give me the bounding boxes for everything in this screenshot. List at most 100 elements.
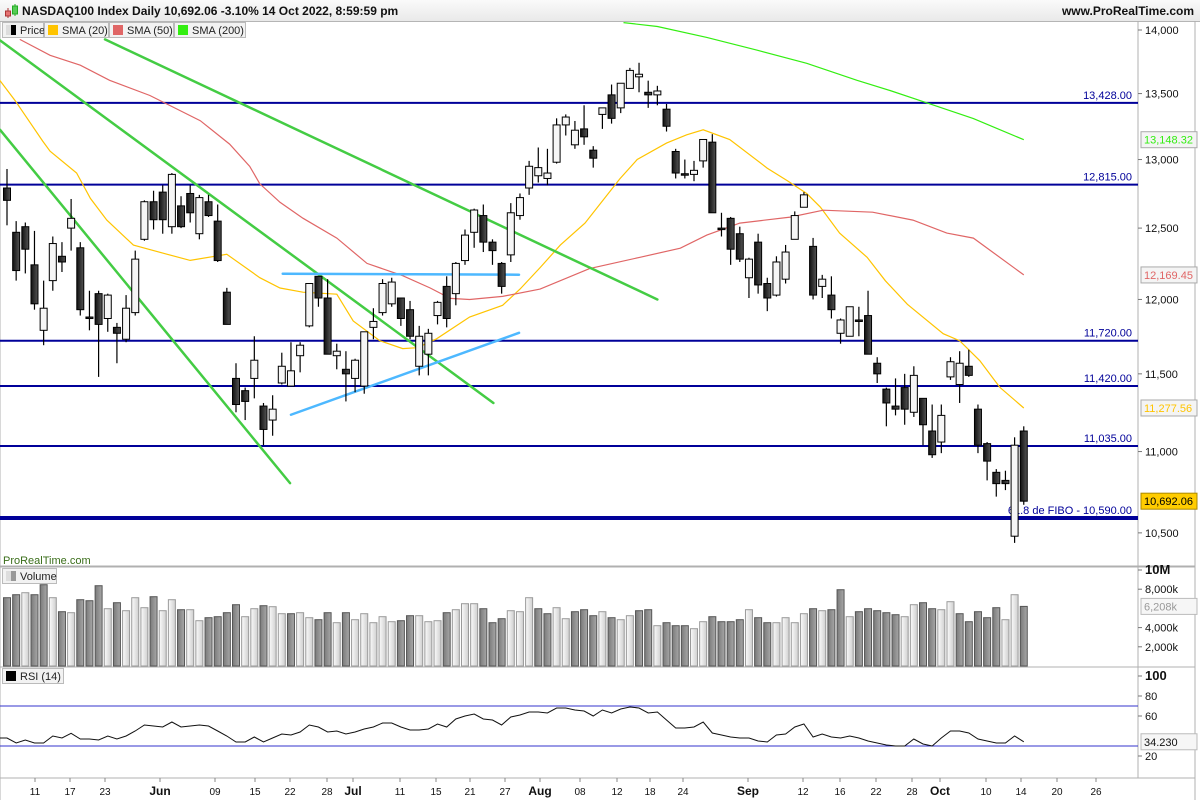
candle [827, 276, 836, 319]
volume-bar [186, 609, 195, 667]
candle [845, 306, 854, 337]
volume-bar [341, 612, 350, 667]
candle-body [552, 124, 561, 163]
candle-body [864, 315, 873, 355]
legend-sma50[interactable]: SMA (50) [109, 22, 174, 38]
candle-body [167, 173, 176, 228]
candle [387, 277, 396, 307]
volume-bar [1010, 594, 1019, 667]
candle-body [103, 294, 112, 319]
candle-body [140, 201, 149, 240]
volume-swatch-icon [6, 571, 16, 581]
candle-body [937, 414, 946, 443]
candle-body [424, 332, 433, 355]
legend-volume[interactable]: Volume [2, 568, 57, 584]
candle-body [534, 167, 543, 177]
candle-body [662, 108, 671, 127]
candle-body [946, 361, 955, 378]
candle [854, 306, 863, 337]
legend-rsi[interactable]: RSI (14) [2, 668, 64, 684]
date-axis-label: 08 [574, 787, 586, 798]
resistance-trendline [0, 39, 495, 405]
candle-body [607, 94, 616, 119]
candle-body [497, 262, 506, 287]
volume-axis-label: 8,000k [1145, 584, 1179, 596]
candle-body [690, 169, 698, 175]
candle [763, 277, 772, 312]
volume-panel [3, 584, 1028, 667]
candle [451, 261, 460, 306]
candle-body [525, 165, 534, 189]
candle [103, 293, 112, 332]
site-link[interactable]: www.ProRealTime.com [1061, 4, 1194, 18]
legend-sma20[interactable]: SMA (20) [44, 22, 109, 38]
volume-bar [552, 607, 561, 667]
candle-body [369, 320, 378, 328]
volume-bar [909, 604, 918, 667]
candle-body [1001, 479, 1010, 485]
candle-body [671, 150, 680, 174]
price-axis-label: 13,500 [1145, 89, 1179, 101]
candle [1010, 437, 1019, 543]
candle [21, 222, 30, 274]
candle-body [406, 309, 415, 337]
volume-bar [845, 616, 854, 667]
legend-sma20-label: SMA (20) [62, 25, 108, 37]
volume-bar [543, 613, 552, 667]
volume-bar [891, 614, 900, 667]
candle-body [232, 377, 240, 406]
price-swatch-icon [6, 25, 16, 35]
volume-bar [790, 622, 799, 667]
candle-body [635, 73, 644, 78]
candle-body [286, 370, 295, 387]
volume-bar [799, 613, 808, 667]
volume-bar [836, 589, 845, 667]
candle [186, 185, 195, 223]
sma20-value-tag-box [1140, 399, 1198, 417]
date-axis-label: 14 [1015, 787, 1027, 798]
sma-line-50 [19, 38, 1025, 301]
legend-sma200[interactable]: SMA (200) [174, 22, 246, 38]
candle-body [955, 362, 964, 386]
candle [195, 194, 204, 240]
candle-body [85, 316, 94, 320]
legend-sma200-label: SMA (200) [192, 25, 244, 37]
candle [836, 318, 845, 344]
candle-body [341, 368, 350, 375]
candle-body [351, 359, 360, 379]
candle-body [992, 471, 1001, 485]
volume-bar [470, 603, 479, 667]
date-axis-label: 18 [644, 787, 656, 798]
candle [232, 363, 240, 413]
candle-body [580, 128, 589, 138]
candle-body [296, 344, 305, 357]
candle [378, 279, 387, 316]
volume-bar [461, 603, 469, 667]
volume-bar [222, 612, 231, 667]
legend-price[interactable]: Price [2, 22, 45, 38]
candle [122, 295, 131, 343]
date-axis-label: 12 [797, 787, 809, 798]
volume-bar [360, 613, 369, 667]
candle [461, 229, 469, 265]
candle [158, 185, 167, 234]
candle-body [744, 258, 753, 279]
volume-bar [259, 605, 268, 667]
candle-body [479, 215, 488, 243]
candle-body [323, 297, 332, 355]
sma50-value-tag: 12,169.45 [1144, 270, 1193, 282]
candle-body [983, 443, 992, 462]
candlestick-logo-icon [5, 4, 18, 18]
candle-body [21, 226, 30, 250]
candle [497, 261, 506, 294]
candle-body [735, 233, 744, 260]
volume-bar [864, 608, 873, 667]
volume-bar [351, 619, 360, 667]
volume-bar [369, 622, 378, 667]
volume-bar [928, 608, 937, 667]
volume-bar [3, 597, 11, 667]
candle [735, 226, 744, 262]
candle-body [39, 307, 48, 331]
volume-bar [415, 615, 424, 667]
